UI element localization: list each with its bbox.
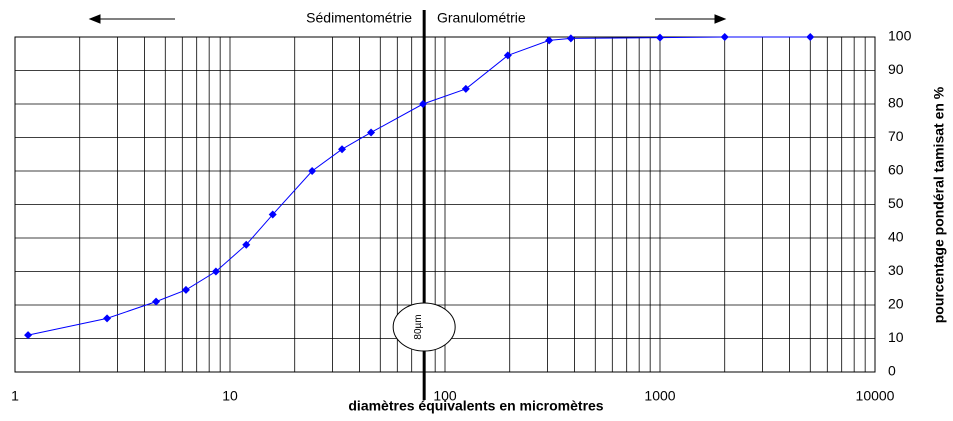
data-point bbox=[181, 285, 190, 294]
data-point bbox=[242, 240, 251, 249]
y-tick-label: 10 bbox=[888, 329, 904, 345]
data-point bbox=[806, 33, 815, 41]
data-point bbox=[656, 33, 664, 42]
marker-ellipse bbox=[392, 302, 456, 352]
y-tick-label: 90 bbox=[888, 61, 904, 77]
data-point bbox=[338, 145, 347, 154]
x-tick-label: 10 bbox=[222, 388, 238, 404]
x-tick-label: 100 bbox=[433, 388, 457, 404]
arrows bbox=[88, 14, 727, 24]
y-axis-label: pourcentage pondéral tamisat en % bbox=[931, 86, 947, 323]
data-point bbox=[268, 210, 277, 219]
x-tick-label: 10000 bbox=[856, 388, 895, 404]
data-point bbox=[503, 51, 512, 60]
data-point bbox=[308, 167, 317, 175]
data-point bbox=[367, 128, 376, 137]
x-tick-label: 1 bbox=[11, 388, 19, 404]
annotation-left: Sédimentométrie bbox=[306, 10, 412, 26]
plot-frame bbox=[14, 36, 876, 373]
data-point bbox=[24, 331, 33, 340]
y-tick-label: 30 bbox=[888, 262, 904, 278]
data-point bbox=[103, 314, 112, 323]
arrow-left-head bbox=[88, 14, 101, 24]
data-point bbox=[152, 297, 161, 306]
series-line bbox=[27, 36, 811, 336]
y-tick-label: 40 bbox=[888, 229, 904, 245]
data-point bbox=[720, 33, 729, 41]
data-point bbox=[418, 100, 427, 108]
y-tick-label: 20 bbox=[888, 296, 904, 312]
y-tick-label: 0 bbox=[888, 363, 896, 379]
marker-label: 80µm bbox=[413, 314, 424, 339]
data-point bbox=[545, 36, 554, 45]
arrow-right-head bbox=[714, 14, 727, 24]
y-tick-label: 80 bbox=[888, 95, 904, 111]
data-point bbox=[211, 267, 220, 276]
y-tick-label: 50 bbox=[888, 195, 904, 211]
x-tick-label: 1000 bbox=[644, 388, 675, 404]
data-point bbox=[566, 34, 575, 43]
x-axis-label: diamètres équivalents en micromètres bbox=[348, 398, 603, 414]
y-tick-label: 70 bbox=[888, 128, 904, 144]
data-point bbox=[461, 84, 470, 93]
annotation-right: Granulométrie bbox=[437, 10, 526, 26]
y-tick-label: 60 bbox=[888, 162, 904, 178]
y-tick-label: 100 bbox=[888, 28, 912, 44]
